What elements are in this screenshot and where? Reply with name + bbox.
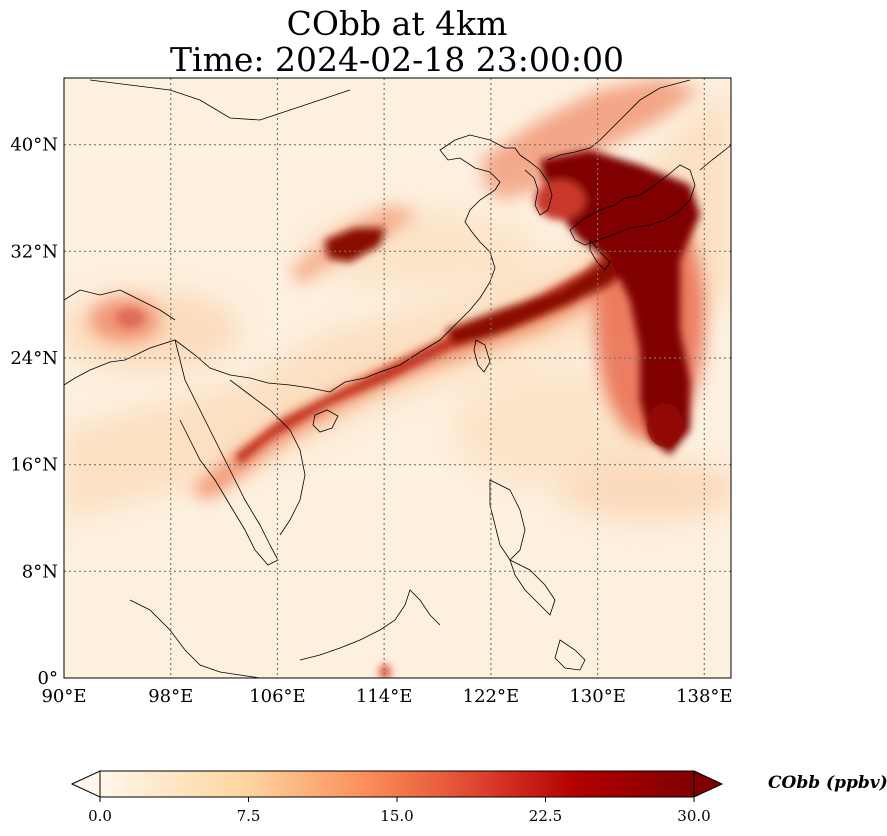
- colorbar: 0.0 7.5 15.0 22.5 30.0 CObb (ppbv): [70, 770, 887, 825]
- colorbar-label: CObb (ppbv): [768, 773, 887, 793]
- lat-tick-label: 8°N: [22, 561, 58, 582]
- map-frame: [63, 77, 732, 679]
- colorbar-tick-label: 7.5: [237, 807, 261, 825]
- lon-tick-labels: 90°E 98°E 106°E 114°E 122°E 130°E 138°E: [41, 686, 732, 707]
- lon-tick-label: 122°E: [463, 686, 520, 707]
- colorbar-ticks: 0.0 7.5 15.0 22.5 30.0: [88, 797, 711, 825]
- map-panel: [64, 78, 731, 678]
- colorbar-tick-label: 0.0: [88, 807, 112, 825]
- gridlines: [64, 78, 731, 678]
- lon-tick-label: 130°E: [569, 686, 626, 707]
- lat-tick-label: 0°: [38, 668, 58, 689]
- colorbar-tick-label: 22.5: [529, 807, 562, 825]
- colorbar-gradient: [99, 770, 695, 798]
- colorbar-tick-label: 15.0: [380, 807, 413, 825]
- lat-tick-label: 40°N: [10, 135, 58, 156]
- lon-tick-label: 138°E: [676, 686, 733, 707]
- map-title-line1: CObb at 4km: [286, 4, 508, 43]
- colorbar-extend-max: [693, 770, 724, 798]
- lat-tick-label: 32°N: [10, 241, 58, 262]
- lon-tick-label: 114°E: [356, 686, 413, 707]
- lat-tick-labels: 0° 8°N 16°N 24°N 32°N 40°N: [10, 135, 58, 689]
- lon-tick-label: 106°E: [249, 686, 306, 707]
- concentration-field: [64, 78, 731, 678]
- colorbar-extend-min: [70, 770, 101, 798]
- map-title-line2: Time: 2024-02-18 23:00:00: [170, 40, 624, 79]
- colorbar-tick-label: 30.0: [677, 807, 710, 825]
- lon-tick-label: 98°E: [148, 686, 193, 707]
- lat-tick-label: 24°N: [10, 348, 58, 369]
- lat-tick-label: 16°N: [10, 455, 58, 476]
- lon-tick-label: 90°E: [41, 686, 86, 707]
